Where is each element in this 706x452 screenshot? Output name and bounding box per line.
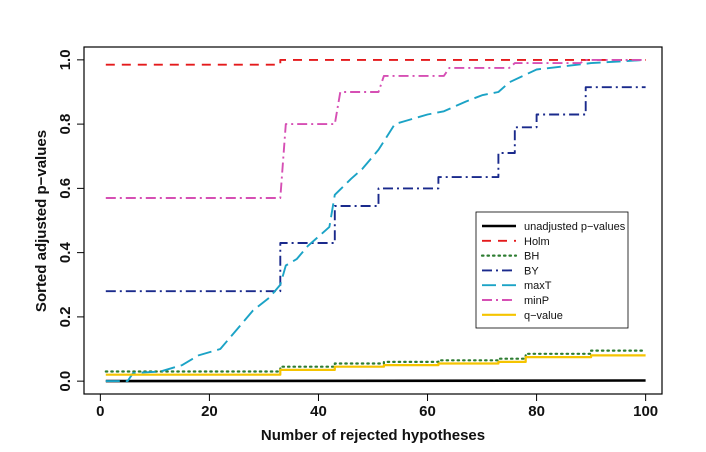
y-axis: 0.0 0.2 0.4 0.6 0.8 1.0 <box>57 49 84 392</box>
series-line-7 <box>105 354 646 376</box>
series-line-1 <box>105 379 646 383</box>
legend: unadjusted p−values Holm BH BY maxT minP q−val… <box>475 211 629 329</box>
x-tick-label: 40 <box>310 403 327 420</box>
x-axis: 0 20 40 60 80 100 <box>96 394 658 420</box>
plot-frame <box>83 46 663 395</box>
x-tick-label: 0 <box>96 403 104 420</box>
y-tick-label: 0.8 <box>57 114 74 135</box>
legend-box <box>475 211 629 329</box>
x-tick-label: 100 <box>633 403 658 420</box>
series-line-6 <box>105 58 646 199</box>
x-tick-label: 60 <box>419 403 436 420</box>
legend-label: q−value <box>524 310 563 322</box>
y-axis-title: Sorted adjusted p−values <box>33 130 50 312</box>
x-tick-label: 20 <box>201 403 218 420</box>
legend-label: BH <box>524 251 539 263</box>
y-tick-label: 0.4 <box>57 242 74 264</box>
y-tick-label: 1.0 <box>57 49 74 70</box>
legend-label: Holm <box>524 236 550 248</box>
series-line-4 <box>105 86 646 293</box>
legend-label: maxT <box>524 280 552 292</box>
y-tick-label: 0.6 <box>57 178 74 199</box>
y-tick-label: 0.0 <box>57 371 74 392</box>
legend-label: unadjusted p−values <box>524 221 626 233</box>
series-layer <box>104 58 647 383</box>
legend-label: BY <box>524 265 539 277</box>
x-axis-title: Number of rejected hypotheses <box>261 427 485 444</box>
legend-label: minP <box>524 295 549 307</box>
series-line-2 <box>105 58 646 66</box>
series-line-5 <box>105 58 646 383</box>
y-tick-label: 0.2 <box>57 306 74 327</box>
x-tick-label: 80 <box>528 403 545 420</box>
series-line-3 <box>104 349 647 373</box>
